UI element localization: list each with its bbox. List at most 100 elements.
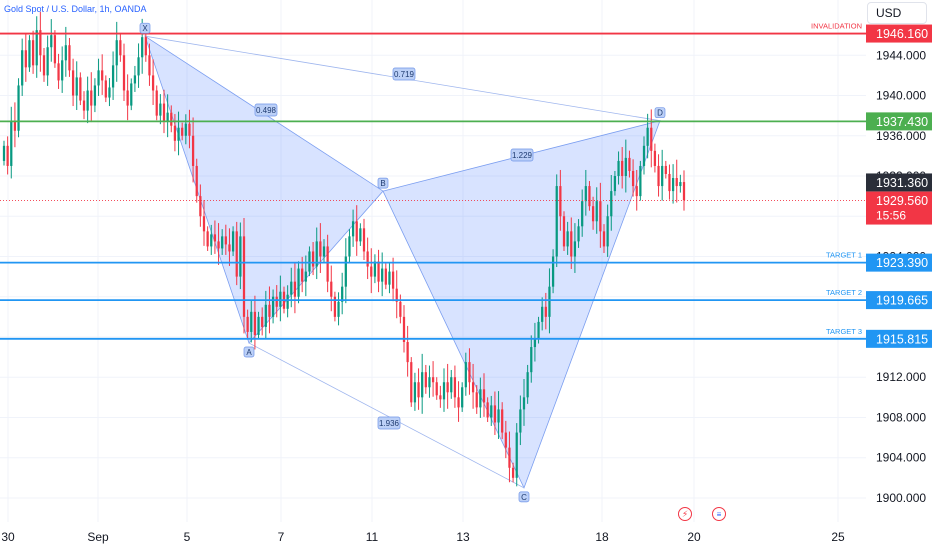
candle <box>35 16 38 78</box>
y-tick-label: 1908.000 <box>876 410 926 424</box>
candle-body <box>166 112 169 121</box>
candle <box>417 368 420 410</box>
candle <box>504 420 507 459</box>
price-tags: 1946.160 1937.430 1923.390 1919.665 1915.815… <box>866 24 932 348</box>
pattern-point-label: A <box>246 348 252 357</box>
candle-body <box>224 236 227 245</box>
pattern-point-c: C <box>518 491 530 503</box>
candle-body <box>348 236 351 257</box>
candle-body <box>10 120 13 166</box>
candle-body <box>599 201 602 232</box>
candle <box>97 58 100 96</box>
flash-icon[interactable]: ⚡ <box>678 507 692 521</box>
candle-body <box>642 145 646 166</box>
currency-selector[interactable]: USD <box>867 2 927 24</box>
candle-body <box>650 127 653 151</box>
candle <box>170 105 173 133</box>
candle-body <box>17 85 20 131</box>
candle-body <box>519 409 522 433</box>
pattern-point-box <box>139 22 151 34</box>
candle <box>308 246 311 277</box>
candle-body <box>602 231 606 247</box>
level-name: TARGET 3 <box>826 327 862 336</box>
candle-body <box>97 70 100 86</box>
candle-body <box>144 37 147 56</box>
candle-body <box>497 409 500 423</box>
candle-body <box>31 40 35 66</box>
candle <box>635 169 638 211</box>
us-flag-icon[interactable]: ≡ <box>712 507 726 521</box>
candle-body <box>250 311 253 332</box>
candle <box>664 160 667 179</box>
candle <box>155 85 158 121</box>
candle-body <box>424 372 427 388</box>
candle <box>181 122 184 141</box>
candle-body <box>457 397 460 408</box>
time-axis[interactable]: 30 Sep 5 7 11 13 18 20 25 <box>1 530 845 544</box>
level-tag-text: 1919.665 <box>876 294 928 308</box>
candle-body <box>170 112 173 126</box>
candle <box>250 300 253 343</box>
candle-body <box>490 405 493 418</box>
candle-body <box>206 231 209 247</box>
candle-body <box>646 127 649 146</box>
candle <box>333 291 337 322</box>
candle <box>617 151 620 185</box>
candle <box>133 65 137 92</box>
candle-body <box>471 382 475 393</box>
candle-body <box>301 268 304 282</box>
price-axis-background <box>866 0 932 550</box>
candle-body <box>530 347 533 373</box>
candle-body <box>199 196 202 217</box>
candle-body <box>373 261 377 277</box>
candle <box>413 372 417 411</box>
candle-body <box>439 395 442 400</box>
candle-body <box>351 221 355 237</box>
candle-body <box>613 176 617 192</box>
candle-body <box>50 35 53 48</box>
candle <box>424 364 427 394</box>
level-name: INVALIDATION <box>811 22 862 31</box>
candle <box>337 292 340 326</box>
candle <box>177 111 180 156</box>
candle-body <box>184 123 187 136</box>
candle-body <box>286 294 289 309</box>
candle-body <box>475 392 478 408</box>
candle-body <box>242 236 246 317</box>
candle <box>315 227 318 280</box>
candle <box>395 270 398 319</box>
candle-body <box>39 30 42 56</box>
candle-body <box>231 231 235 252</box>
candle-body <box>46 47 49 76</box>
candle <box>206 226 209 251</box>
candle <box>246 309 249 339</box>
candle <box>602 224 606 253</box>
candle <box>439 385 442 408</box>
candle-body <box>402 316 406 343</box>
candle-body <box>501 409 504 433</box>
countdown-text: 15:56 <box>876 209 906 223</box>
candle-body <box>253 311 257 335</box>
candle-body <box>151 75 155 91</box>
candle <box>450 369 453 399</box>
candle <box>406 325 409 377</box>
pattern-labels: X A B C D 0.719 0.498 1.229 1.936 <box>139 22 666 503</box>
candle-body <box>486 402 489 418</box>
candle <box>388 262 391 294</box>
candle <box>162 89 166 134</box>
x-tick-label: 13 <box>456 530 470 544</box>
candle <box>642 136 646 175</box>
candle <box>101 54 104 95</box>
candle <box>239 222 242 290</box>
candle-body <box>133 75 137 84</box>
candle-body <box>421 372 424 398</box>
candle-body <box>464 362 467 388</box>
candle <box>661 149 664 201</box>
candle <box>159 94 162 125</box>
ratio-box <box>510 148 534 162</box>
candle <box>675 159 678 203</box>
candle <box>533 322 537 362</box>
candle <box>613 170 617 196</box>
